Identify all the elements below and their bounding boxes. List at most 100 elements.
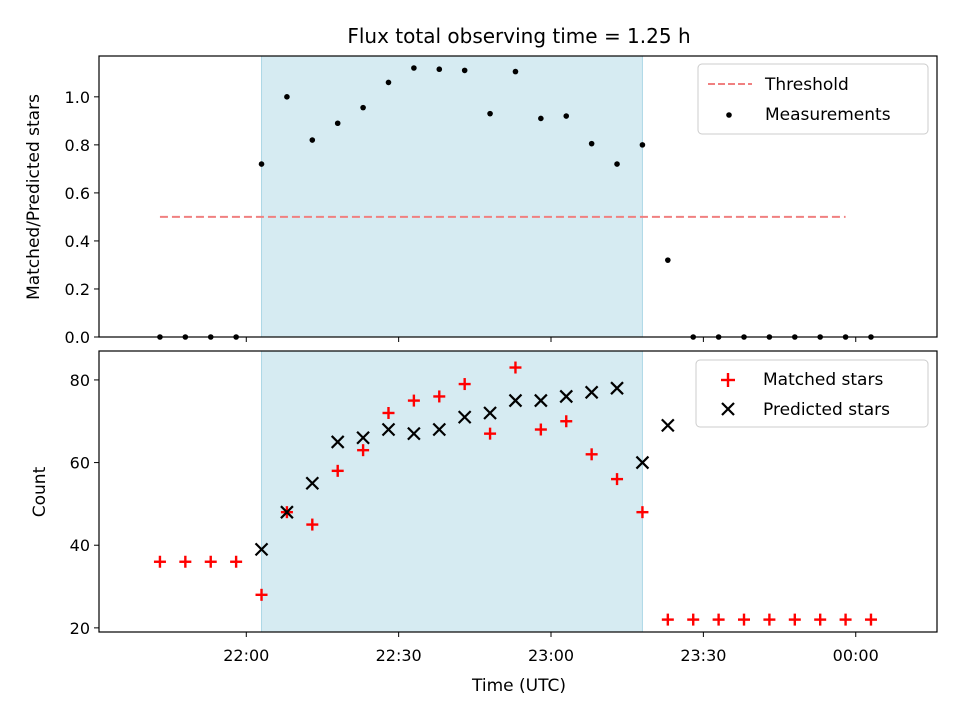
bottom-ytick-label: 60 <box>70 454 90 473</box>
predicted-legend-label: Predicted stars <box>763 400 890 420</box>
top-axes-frame <box>98 55 938 338</box>
matched-legend-swatch <box>721 373 735 387</box>
bottom-y-axis-label: Count <box>30 466 50 517</box>
top-legend-box <box>697 63 929 135</box>
predicted-star-point <box>534 393 548 408</box>
predicted-star-point <box>457 410 472 424</box>
top-x-ticks <box>245 337 857 342</box>
predicted-star-point <box>330 435 345 449</box>
matched-star-point <box>357 444 370 457</box>
predicted-star-point <box>280 505 294 519</box>
matched-star-point <box>484 427 497 440</box>
measurement-point <box>461 67 468 74</box>
measurement-point <box>487 110 493 117</box>
bottom-legend: Matched stars Predicted stars <box>695 359 929 428</box>
matched-star-point <box>763 613 776 626</box>
matched-star-point <box>788 613 801 626</box>
predicted-star-point <box>559 389 574 404</box>
matched-legend-label: Matched stars <box>763 370 883 390</box>
top-legend: Threshold Measurements <box>697 63 929 135</box>
matched-star-point <box>331 464 344 477</box>
bottom-panel: 20 40 60 80 22:00 22:30 23:00 23:30 00:00 Count… <box>30 350 938 696</box>
predicted-star-point <box>407 426 421 441</box>
measurements-legend-swatch <box>726 112 732 118</box>
predicted-star-point <box>254 542 269 557</box>
matched-star-point <box>255 588 268 601</box>
xtick-label: 23:30 <box>680 646 726 665</box>
matched-star-point <box>407 394 420 407</box>
measurement-point <box>614 161 620 167</box>
top-shaded-span <box>261 55 643 338</box>
matched-star-point <box>611 473 624 486</box>
top-panel: 0.0 0.2 0.4 0.6 0.8 1.0 Matched/Predicted sta… <box>24 55 938 347</box>
matched-star-point <box>585 448 598 461</box>
bottom-ytick-label: 80 <box>70 371 90 390</box>
matched-star-point <box>738 613 751 626</box>
predicted-star-point <box>305 476 320 491</box>
bottom-y-ticks: 20 40 60 80 <box>70 371 99 638</box>
bottom-axes-frame <box>98 350 938 633</box>
xtick-label: 22:00 <box>223 646 269 665</box>
measurement-point <box>639 142 646 148</box>
xtick-label: 00:00 <box>833 646 879 665</box>
matched-star-point <box>636 506 649 519</box>
measurement-point <box>309 137 316 143</box>
top-y-ticks: 0.0 0.2 0.4 0.6 0.8 1.0 <box>65 88 99 347</box>
predicted-star-point <box>635 455 650 470</box>
matched-star-point <box>204 555 217 568</box>
measurement-point <box>385 79 392 86</box>
top-ytick-label: 0.4 <box>65 232 90 251</box>
matched-star-point <box>382 406 395 419</box>
top-ytick-label: 0.2 <box>65 280 90 299</box>
x-axis-label: Time (UTC) <box>471 676 566 696</box>
measurement-point <box>588 140 595 147</box>
matched-star-point <box>509 361 522 374</box>
matched-star-point <box>661 613 674 626</box>
matched-star-point <box>153 555 166 568</box>
matched-star-point <box>687 613 700 626</box>
threshold-legend-label: Threshold <box>764 75 849 95</box>
bottom-shaded-span <box>261 350 643 633</box>
chart-title: Flux total observing time = 1.25 h <box>347 24 690 48</box>
bottom-x-ticks: 22:00 22:30 23:00 23:30 00:00 <box>223 632 879 665</box>
top-y-axis-label: Matched/Predicted stars <box>24 94 44 300</box>
matched-star-point <box>534 423 547 436</box>
measurement-point <box>411 65 417 71</box>
xtick-label: 22:30 <box>376 646 422 665</box>
predicted-star-point <box>483 406 497 420</box>
measurement-point <box>665 257 671 263</box>
matched-star-point <box>230 555 243 568</box>
predicted-legend-swatch <box>721 402 735 416</box>
predicted-star-point <box>381 422 396 437</box>
bottom-legend-box <box>695 359 929 428</box>
matched-stars-points <box>153 361 877 626</box>
top-ytick-label: 0.8 <box>65 136 90 155</box>
top-ytick-label: 0.0 <box>65 328 90 347</box>
measurement-point <box>563 113 570 119</box>
predicted-star-point <box>610 381 624 395</box>
measurement-point <box>436 66 443 73</box>
measurement-point <box>512 68 519 75</box>
predicted-star-point <box>432 422 447 437</box>
measurement-point <box>284 94 290 100</box>
predicted-star-point <box>584 385 599 400</box>
measurement-point <box>360 104 366 111</box>
matched-star-point <box>433 390 446 403</box>
measurement-point <box>334 120 341 127</box>
matched-star-point <box>179 555 192 568</box>
bottom-ytick-label: 20 <box>70 619 90 638</box>
matched-star-point <box>560 415 573 428</box>
bottom-ytick-label: 40 <box>70 536 90 555</box>
matched-star-point <box>458 378 471 391</box>
matched-star-point <box>306 518 319 531</box>
matched-star-point <box>712 613 725 626</box>
matched-star-point <box>864 613 877 626</box>
predicted-star-point <box>661 418 675 433</box>
predicted-star-point <box>508 393 523 408</box>
xtick-label: 23:00 <box>528 646 574 665</box>
matched-star-point <box>839 613 852 626</box>
measurement-point <box>258 161 265 167</box>
top-ytick-label: 1.0 <box>65 88 90 107</box>
predicted-star-point <box>356 431 370 445</box>
